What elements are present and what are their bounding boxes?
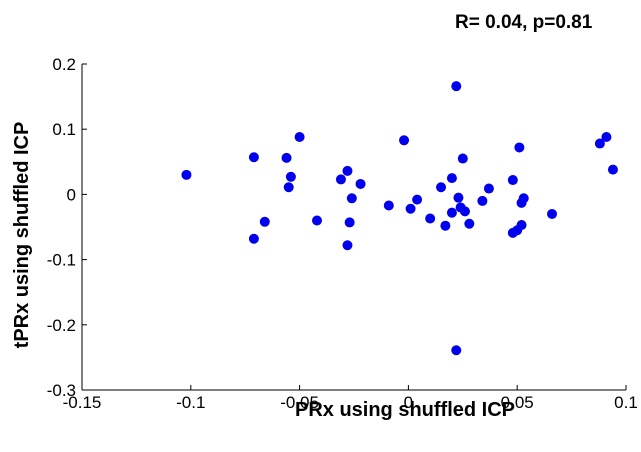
data-point (607, 164, 618, 175)
x-axis-ticks: -0.15 -0.1 -0.05 0 0.05 0.1 (63, 385, 638, 412)
data-point (285, 171, 296, 182)
x-tick-label: -0.05 (280, 393, 319, 412)
x-tick-label: 0 (404, 393, 413, 412)
correlation-annotation: R= 0.04, p=0.81 (455, 12, 593, 33)
data-point (283, 182, 294, 193)
y-tick-label: -0.1 (47, 251, 76, 270)
data-point (342, 240, 353, 251)
x-tick-label: 0.05 (501, 393, 534, 412)
plot-area: -0.15 -0.1 -0.05 0 0.05 0.1 -0.3 -0.2 -0.1 0 0.1 0… (47, 55, 638, 412)
data-point (248, 233, 259, 244)
data-point (355, 178, 366, 189)
data-points (181, 81, 618, 356)
data-point (335, 174, 346, 185)
y-axis-label: tPRx using shuffled ICP (11, 122, 33, 349)
data-point (464, 218, 475, 229)
data-point (312, 215, 323, 226)
data-point (399, 135, 410, 146)
data-point (281, 152, 292, 163)
data-point (440, 220, 451, 231)
data-point (346, 193, 357, 204)
data-point (507, 175, 518, 186)
data-point (516, 220, 527, 231)
data-point (259, 216, 270, 227)
data-point (518, 193, 529, 204)
data-point (425, 213, 436, 224)
x-tick-label: -0.1 (176, 393, 205, 412)
y-tick-label: 0.1 (52, 120, 76, 139)
y-tick-label: -0.3 (47, 381, 76, 400)
data-point (248, 152, 259, 163)
data-point (446, 207, 457, 218)
data-point (483, 183, 494, 194)
data-point (514, 142, 525, 153)
data-point (453, 192, 464, 203)
data-point (405, 203, 416, 214)
x-tick-label: 0.1 (614, 393, 638, 412)
data-point (451, 81, 462, 92)
data-point (436, 182, 447, 193)
data-point (451, 345, 462, 356)
data-point (477, 195, 488, 206)
data-point (412, 194, 423, 205)
data-point (601, 132, 612, 143)
data-point (383, 200, 394, 211)
y-tick-label: 0 (67, 185, 76, 204)
y-tick-label: 0.2 (52, 55, 76, 74)
data-point (344, 217, 355, 228)
data-point (294, 132, 305, 143)
data-point (459, 206, 470, 217)
x-tick-label: -0.15 (63, 393, 102, 412)
data-point (547, 208, 558, 219)
y-axis-ticks: -0.3 -0.2 -0.1 0 0.1 0.2 (47, 55, 87, 400)
data-point (342, 165, 353, 176)
data-point (457, 153, 468, 164)
data-point (594, 138, 605, 149)
x-axis-label: PRx using shuffled ICP (295, 399, 515, 421)
data-point (446, 173, 457, 184)
y-tick-label: -0.2 (47, 316, 76, 335)
data-point (181, 169, 192, 180)
